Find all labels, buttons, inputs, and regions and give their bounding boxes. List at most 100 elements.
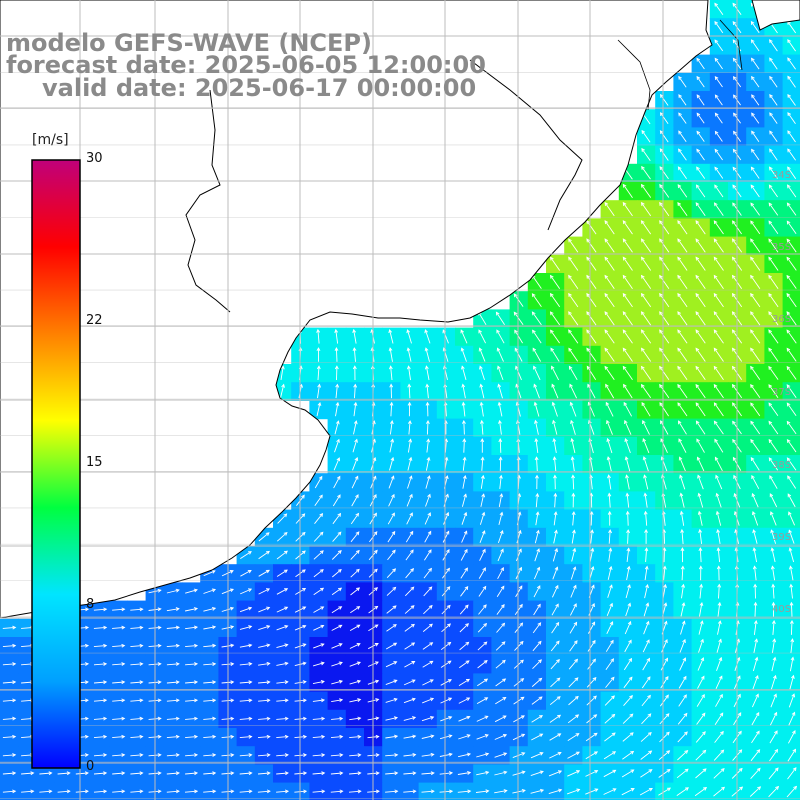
wind-arrow [497,566,504,580]
wind-arrow [2,789,17,794]
wind-arrow [603,751,617,760]
wind-arrow [659,347,670,362]
wind-arrow [713,420,724,435]
wind-arrow [715,693,723,707]
wind-arrow [312,679,325,685]
wind-arrow [498,456,503,471]
wind-cell [782,254,800,274]
wind-arrow [515,566,523,580]
wind-arrow [239,698,253,703]
wind-arrow [349,734,362,739]
wind-arrow [313,569,324,578]
wind-arrow [407,456,413,471]
wind-arrow [385,753,399,757]
wind-arrow [203,716,217,721]
wind-arrow [659,383,670,399]
wind-arrow [203,734,217,739]
wind-arrow [787,475,797,489]
wind-arrow [571,529,576,544]
wind-arrow [276,680,289,685]
lat-label: 34S [772,170,791,181]
wind-arrow [750,292,761,308]
wind-arrow [642,639,650,653]
wind-arrow [622,750,635,760]
wind-arrow [479,365,485,381]
wind-arrow [93,680,108,685]
wind-arrow [604,311,615,326]
wind-arrow [786,402,797,417]
wind-arrow [166,716,180,721]
wind-arrow [677,383,688,399]
wind-arrow [349,716,362,721]
wind-arrow [333,457,341,471]
wind-arrow [424,347,430,362]
wind-arrow [677,329,688,344]
wind-cell [782,145,800,165]
wind-arrow [480,493,486,507]
wind-cell [782,273,800,292]
wind-arrow [714,438,724,453]
wind-arrow [662,565,667,581]
wind-arrow [480,474,485,489]
wind-arrow [166,607,180,612]
wind-arrow [549,274,561,289]
wind-arrow [604,365,615,380]
wind-arrow [626,529,631,544]
wind-arrow [714,730,724,743]
wind-arrow [462,474,467,489]
wind-arrow [112,680,126,685]
wind-arrow [550,659,560,670]
wind-arrow [203,753,217,757]
wind-arrow [334,438,340,453]
wind-arrow [768,384,779,398]
wind-arrow [203,698,217,703]
wind-arrow [640,731,652,742]
wind-arrow [112,716,126,721]
wind-arrow [276,606,289,613]
wind-arrow [677,347,688,362]
wind-arrow [478,329,487,344]
wind-arrow [479,548,486,561]
wind-arrow [314,475,323,489]
wind-arrow [787,39,796,52]
wind-arrow [771,601,776,617]
wind-arrow [352,328,357,344]
wind-arrow [312,716,326,721]
wind-arrow [240,588,253,595]
wind-arrow [714,184,724,198]
wind-arrow [459,623,469,633]
wind-arrow [313,624,325,631]
wind-arrow [495,696,507,705]
wind-arrow [330,771,344,776]
wind-arrow [350,512,360,525]
wind-arrow [771,638,777,654]
wind-arrow [768,365,779,380]
wind-arrow [677,184,688,198]
wind-arrow [751,474,760,490]
wind-arrow [314,494,323,507]
wind-arrow [696,148,705,161]
wind-arrow [786,420,797,435]
wind-arrow [514,622,524,633]
wind-arrow [442,548,450,561]
wind-arrow [643,474,649,490]
wind-arrow [771,583,776,599]
wind-arrow [258,716,271,721]
wind-arrow [334,365,339,381]
wind-arrow [640,769,653,778]
wind-arrow [643,620,650,635]
wind-arrow [641,713,652,725]
wind-arrow [679,657,687,671]
wind-arrow [570,566,577,580]
wind-arrow [751,75,760,88]
wind-arrow [768,402,779,417]
wind-arrow [512,788,526,794]
wind-arrow [442,567,450,579]
wind-arrow [440,679,452,686]
wind-arrow [714,712,724,725]
wind-arrow [513,293,524,307]
wind-arrow [21,789,35,794]
wind-arrow [553,492,558,508]
wind-arrow [697,492,704,508]
